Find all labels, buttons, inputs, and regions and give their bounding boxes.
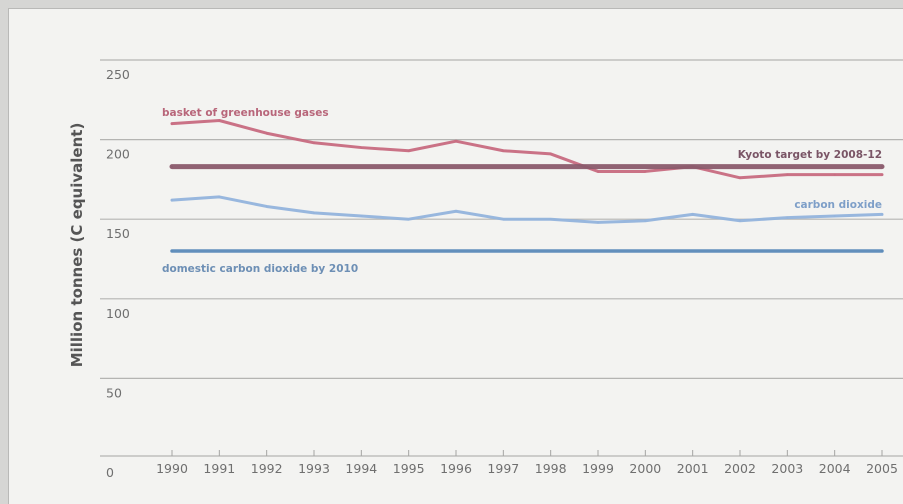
x-tick-label-2004: 2004 [819,461,851,476]
series-1-point [833,173,836,176]
chart-frame [8,8,903,504]
x-tick-label-2000: 2000 [629,461,661,476]
series-2-point [313,211,315,214]
series-1-point [502,149,505,152]
y-tick-label-250: 250 [106,67,130,82]
series-label-4: domestic carbon dioxide by 2010 [162,263,358,275]
series-1-point [218,119,221,122]
y-axis-title: Million tonnes (C equivalent) [68,123,86,368]
series-label-1: basket of greenhouse gases [162,107,329,119]
series-4-point [881,250,883,253]
series-1-point [644,170,647,173]
series-2-point [597,221,599,224]
series-1-point [360,146,363,149]
x-tick-label-1990: 1990 [156,461,188,476]
series-2-point [881,213,883,216]
x-tick-label-2005: 2005 [866,461,898,476]
x-tick-label-2001: 2001 [677,461,709,476]
series-1-point [549,152,552,155]
x-tick-label-1998: 1998 [535,461,567,476]
series-2-point [502,218,505,221]
series-1-point [313,141,315,144]
x-tick-label-1997: 1997 [487,461,519,476]
x-tick-label-1991: 1991 [203,461,235,476]
x-tick-label-1996: 1996 [440,461,472,476]
series-2-point [218,195,221,198]
series-3-point [881,165,883,168]
series-label-2: carbon dioxide [794,199,882,211]
series-1-point [786,173,789,176]
series-2-point [786,216,789,219]
series-3-point [171,165,173,168]
series-2-point [360,215,363,218]
series-1-point [597,170,599,173]
series-2-point [549,218,552,221]
series-1-point [407,149,410,152]
series-2-point [265,205,268,208]
x-tick-label-1995: 1995 [393,461,425,476]
series-1-point [265,132,268,135]
series-1-point [881,173,883,176]
series-label-3: Kyoto target by 2008-12 [738,149,882,161]
y-tick-label-150: 150 [106,226,130,241]
x-tick-label-1999: 1999 [582,461,614,476]
series-1-point [455,140,457,143]
series-2-point [407,218,410,221]
series-4-point [171,250,173,253]
series-2-point [171,199,173,202]
series-line-1 [170,118,884,180]
series-2-point [739,219,741,222]
series-line-2 [170,195,884,224]
x-tick-label-1994: 1994 [345,461,377,476]
x-tick-label-2003: 2003 [771,461,803,476]
y-tick-label-200: 200 [106,147,130,162]
y-tick-label-0: 0 [106,465,114,480]
series-2-point [455,210,457,213]
y-tick-label-100: 100 [106,306,130,321]
series-2-point [691,213,694,216]
x-tick-label-1993: 1993 [298,461,330,476]
y-tick-label-50: 50 [106,385,122,400]
series-2-point [644,219,647,222]
series-1-point [739,176,741,179]
x-tick-label-2002: 2002 [724,461,756,476]
series-2-point [833,215,836,218]
series-1-point [171,122,173,125]
x-tick-label-1992: 1992 [251,461,283,476]
